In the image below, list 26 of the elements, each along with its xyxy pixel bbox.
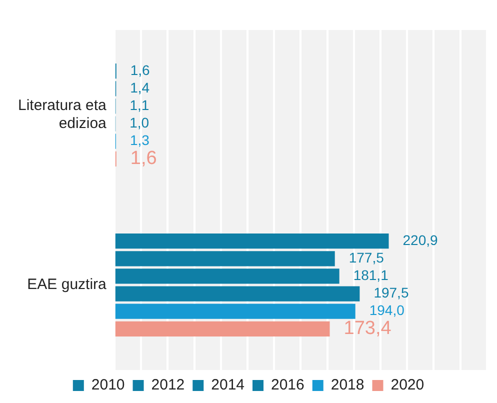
y-tick-label: EAE guztira bbox=[27, 276, 108, 294]
legend-label: 2014 bbox=[211, 376, 245, 394]
data-label: 1,6 bbox=[130, 62, 150, 78]
data-label: 1,6 bbox=[130, 148, 157, 170]
data-label: 194,0 bbox=[369, 302, 405, 318]
data-label: 1,1 bbox=[130, 97, 150, 114]
data-label: 177,5 bbox=[348, 250, 384, 266]
data-label: 1,3 bbox=[130, 132, 150, 148]
data-label: 181,1 bbox=[353, 267, 389, 284]
bar bbox=[115, 268, 340, 284]
legend-label: 2016 bbox=[271, 376, 304, 394]
legend-label: 2012 bbox=[151, 376, 185, 394]
bar bbox=[115, 304, 356, 319]
data-label: 173,4 bbox=[344, 318, 392, 340]
data-label: 220,9 bbox=[402, 232, 438, 248]
bar bbox=[115, 234, 389, 249]
legend-label: 2018 bbox=[330, 376, 364, 394]
bar bbox=[115, 321, 330, 336]
data-label: 1,4 bbox=[130, 80, 150, 96]
bar bbox=[115, 251, 335, 266]
data-label: 197,5 bbox=[374, 284, 409, 301]
bar bbox=[115, 286, 360, 302]
legend-label: 2010 bbox=[91, 376, 125, 394]
y-tick-label: Literatura eta edizioa bbox=[18, 97, 108, 132]
legend-label: 2020 bbox=[390, 376, 424, 394]
data-label: 1,0 bbox=[130, 114, 150, 131]
